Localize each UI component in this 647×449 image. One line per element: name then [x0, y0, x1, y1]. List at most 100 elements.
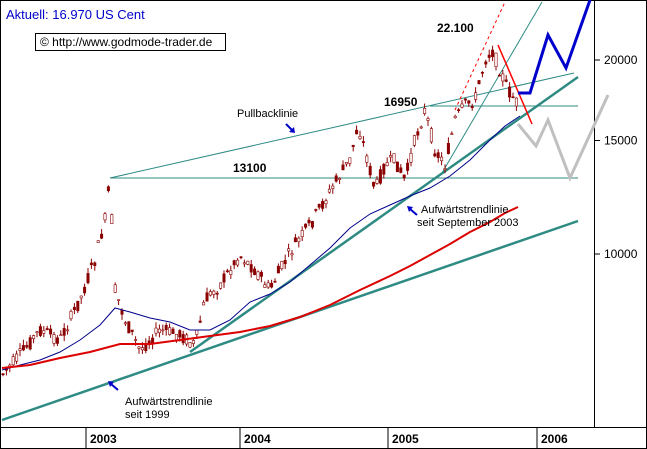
candle-body: [11, 356, 15, 366]
candle-body: [321, 201, 325, 209]
candle-body: [378, 169, 382, 184]
candle-body: [446, 143, 450, 155]
candle-body: [273, 280, 277, 283]
candle-body: [130, 329, 134, 332]
candle-body: [202, 302, 206, 306]
candle-body: [256, 271, 260, 280]
candle-body: [433, 153, 437, 157]
candle-body: [399, 167, 403, 173]
candle-body: [32, 335, 36, 339]
bull-projection: [518, 0, 592, 95]
candle-body: [110, 214, 114, 224]
candle-body: [263, 284, 267, 288]
candle-body: [293, 237, 297, 243]
resistance-label: 16950: [384, 95, 418, 109]
steep-trendline: [441, 1, 543, 174]
current-price-label: Aktuell: 16.970 US Cent: [6, 7, 145, 22]
candle-body: [72, 306, 76, 311]
candle-body: [317, 203, 321, 208]
trend2003-arrowhead-icon: [407, 206, 413, 212]
candle-body: [351, 144, 355, 147]
candle-body: [453, 115, 457, 119]
candle-body: [358, 136, 362, 139]
peak-trendline: [454, 1, 506, 111]
candle-body: [338, 178, 342, 180]
candle-body: [246, 260, 250, 265]
trend2003-arrow-icon: [409, 208, 418, 216]
candle-body: [45, 328, 49, 331]
candle-body: [266, 282, 270, 288]
candle-body: [55, 337, 59, 344]
candle-body: [487, 54, 491, 58]
candle-body: [436, 152, 440, 158]
candle-body: [361, 141, 365, 143]
candle-body: [168, 327, 172, 335]
candle-body: [382, 164, 386, 175]
candle-body: [239, 256, 243, 259]
y-axis-panel: [594, 0, 647, 428]
candle-body: [96, 240, 100, 243]
candle-body: [161, 329, 165, 332]
candle-body: [225, 270, 229, 273]
peak-label: 22.100: [437, 21, 474, 35]
plot-frame: [0, 0, 595, 428]
y-tick-label: 15000: [604, 134, 638, 148]
candle-body: [324, 200, 328, 205]
candle-body: [28, 337, 32, 350]
candle-body: [457, 109, 461, 111]
candle-body: [76, 300, 80, 312]
candle-body: [385, 162, 389, 167]
candle-body: [423, 108, 427, 114]
candle-body: [341, 164, 345, 171]
candle-body: [297, 237, 301, 243]
trend1999-arrowhead-icon: [108, 381, 114, 387]
candle-body: [59, 334, 63, 337]
candle-body: [314, 209, 318, 211]
candle-body: [123, 322, 127, 325]
candle-body: [232, 260, 236, 266]
trend-2003-label-line1: Aufwärtstrendlinie: [421, 204, 508, 216]
moving-average-long: [1, 206, 519, 369]
candle-body: [372, 181, 376, 187]
candle-body: [497, 74, 501, 77]
candle-body: [215, 292, 219, 295]
candle-body: [344, 162, 348, 165]
candle-body: [440, 156, 444, 162]
copyright-label: © http://www.godmode-trader.de: [40, 35, 213, 49]
candle-body: [188, 342, 192, 348]
candle-body: [480, 72, 484, 74]
price-candles: [1, 45, 518, 377]
trendline-2003: [189, 75, 579, 354]
candle-body: [491, 49, 495, 58]
candle-body: [402, 174, 406, 179]
candle-body: [242, 262, 246, 265]
candle-body: [389, 155, 393, 158]
y-axis-ticks: 20000 15000 10000: [594, 53, 638, 261]
candle-body: [429, 128, 433, 143]
trend-1999-label-line2: seit 1999: [125, 409, 170, 421]
candle-body: [42, 330, 46, 334]
candle-body: [229, 270, 233, 275]
candle-body: [484, 61, 488, 65]
candle-body: [270, 282, 274, 288]
bear-projection: [516, 94, 610, 182]
candle-body: [164, 324, 168, 331]
pullback-line: [109, 72, 575, 179]
candle-body: [368, 165, 372, 176]
candle-body: [62, 328, 66, 336]
candle-body: [416, 131, 420, 136]
candle-body: [511, 96, 515, 99]
candle-body: [52, 334, 56, 344]
candle-body: [409, 152, 413, 163]
candle-body: [212, 290, 216, 295]
candle-body: [171, 328, 175, 334]
candle-body: [4, 369, 8, 371]
trend1999-arrow-icon: [110, 383, 119, 391]
candle-body: [137, 346, 141, 349]
candle-body: [120, 310, 124, 315]
trend-2003-label-line2: seit September 2003: [417, 217, 519, 229]
candle-body: [392, 153, 396, 163]
y-tick-label: 20000: [604, 53, 638, 67]
candle-body: [198, 320, 202, 323]
pullback-label: Pullbacklinie: [237, 108, 298, 120]
